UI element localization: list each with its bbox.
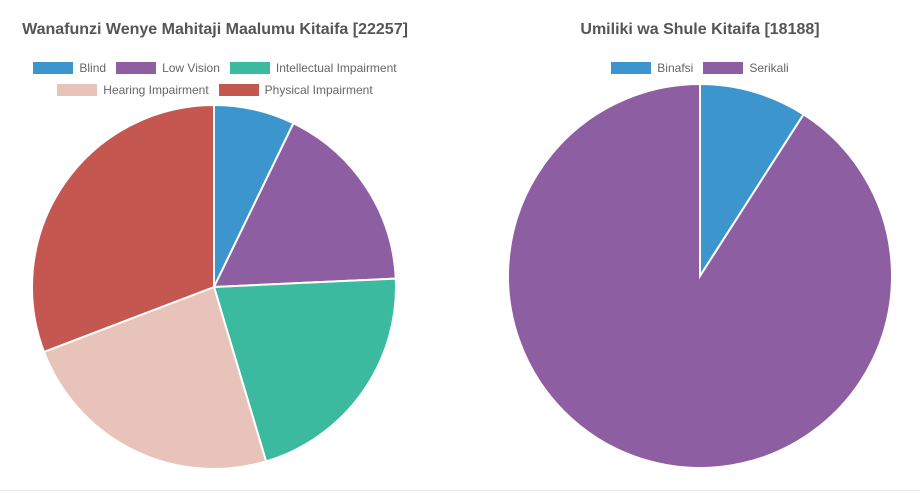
pie-slice-serikali[interactable] xyxy=(507,82,893,469)
legend-swatch xyxy=(218,84,259,96)
pie-chart-students[interactable] xyxy=(0,0,430,490)
legend-item-blind[interactable]: Blind xyxy=(33,61,106,75)
legend-label: Blind xyxy=(79,61,107,75)
legend-swatch xyxy=(229,62,270,74)
chart-legend: Binafsi Serikali xyxy=(480,57,920,79)
legend-item-hearing-impairment[interactable]: Hearing Impairment xyxy=(57,83,209,97)
legend-item-binafsi[interactable]: Binafsi xyxy=(611,61,693,75)
legend-swatch xyxy=(703,62,744,74)
legend-swatch xyxy=(116,62,157,74)
legend-label: Serikali xyxy=(749,61,789,75)
pie-chart-ownership[interactable] xyxy=(480,0,920,490)
divider xyxy=(0,490,920,491)
chart-panel-students: Wanafunzi Wenye Mahitaji Maalumu Kitaifa… xyxy=(0,0,430,490)
pie-slice-low-vision[interactable] xyxy=(212,121,397,289)
chart-legend: Blind Low Vision Intellectual Impairment He… xyxy=(0,57,430,101)
legend-item-low-vision[interactable]: Low Vision xyxy=(116,61,220,75)
pie-slice-intellectual-impairment[interactable] xyxy=(212,277,397,463)
pie-slice-physical-impairment[interactable] xyxy=(31,103,215,354)
legend-swatch xyxy=(611,62,652,74)
chart-title: Umiliki wa Shule Kitaifa [18188] xyxy=(580,21,820,38)
legend-label: Physical Impairment xyxy=(264,83,373,97)
legend-label: Intellectual Impairment xyxy=(275,61,397,75)
legend-item-physical-impairment[interactable]: Physical Impairment xyxy=(218,83,373,97)
legend-label: Low Vision xyxy=(162,61,220,75)
legend-item-serikali[interactable]: Serikali xyxy=(703,61,789,75)
chart-title: Wanafunzi Wenye Mahitaji Maalumu Kitaifa… xyxy=(22,21,408,38)
pie-slice-binafsi[interactable] xyxy=(699,82,805,280)
pie-slice-hearing-impairment[interactable] xyxy=(42,285,268,470)
legend-swatch xyxy=(57,84,98,96)
legend-label: Hearing Impairment xyxy=(103,83,209,97)
legend-label: Binafsi xyxy=(657,61,694,75)
legend-swatch xyxy=(33,62,74,74)
legend-item-intellectual-impairment[interactable]: Intellectual Impairment xyxy=(229,61,397,75)
chart-panel-ownership: Umiliki wa Shule Kitaifa [18188] Binafsi… xyxy=(480,0,920,490)
